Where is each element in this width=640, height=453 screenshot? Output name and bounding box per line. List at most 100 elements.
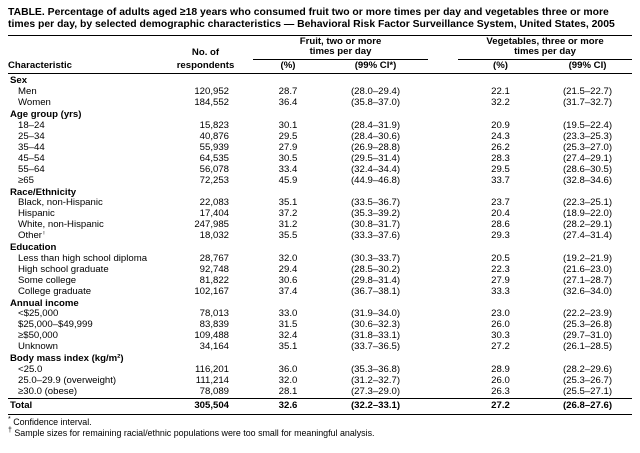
row-label: 55–64 <box>18 164 45 175</box>
header-column-row: Characteristic respondents (%) (99% CI*)… <box>8 59 633 75</box>
veg-ci-cell: (27.4–29.1) <box>562 153 613 164</box>
header-group-row: Fruit, two or more Vegetables, three or … <box>8 37 632 48</box>
row-label: $25,000–$49,999 <box>18 320 93 331</box>
veg-pct-cell: 26.0 <box>491 320 510 331</box>
respondents-cell: 120,952 <box>194 87 229 98</box>
fruit-ci-cell: (28.4–31.9) <box>350 121 401 132</box>
fruit-pct-cell: 35.1 <box>278 342 298 353</box>
fruit-ci-cell: (33.7–36.5) <box>350 342 401 353</box>
fruit-ci-cell: (28.4–30.6) <box>350 131 401 142</box>
veg-pct-cell: 26.2 <box>491 142 510 153</box>
veg-pct-cell: 28.3 <box>491 153 510 164</box>
veg-ci-cell: (29.7–31.0) <box>562 331 613 342</box>
veg-pct-cell: 20.4 <box>491 209 510 220</box>
fruit-pct-cell: 45.9 <box>278 175 298 186</box>
fruit-ci-cell: (29.8–31.4) <box>350 275 401 286</box>
veg-pct-cell: 23.0 <box>491 309 510 320</box>
fruit-ci-cell: (35.3–36.8) <box>350 365 401 375</box>
section-header-row: Sex <box>8 74 632 87</box>
row-label: 18–24 <box>18 121 45 132</box>
veg-pct-cell: 27.9 <box>491 275 510 286</box>
veg-pct-cell: 32.2 <box>491 98 510 109</box>
veg-pct-cell: 26.3 <box>491 386 510 397</box>
total-respondents: 305,504 <box>158 397 253 415</box>
table-row: 55–64 56,078 33.4 (32.4–34.4) 29.5 (28.6–30.5… <box>8 165 632 176</box>
spacer-cell <box>428 387 458 398</box>
spacer-cell <box>428 365 458 376</box>
footnote-text: Confidence interval. <box>10 416 92 427</box>
footnote-sample-size: † Sample sizes for remaining racial/ethn… <box>8 427 632 440</box>
veg-pct-cell: 30.3 <box>491 331 510 342</box>
fruit-pct-cell: 31.5 <box>278 320 298 331</box>
spacer-cell <box>428 309 458 320</box>
table-row: Some college 81,822 30.6 (29.8–31.4) 27.9 (27… <box>8 276 632 287</box>
table-row: ≥30.0 (obese) 78,089 28.1 (27.3–29.0) 26.3 (2… <box>8 387 632 398</box>
row-label: <$25,000 <box>18 309 59 320</box>
spacer-cell <box>428 276 458 287</box>
fruit-ci-cell: (30.8–31.7) <box>350 220 401 231</box>
respondents-header-line1: No. of <box>191 47 220 59</box>
respondents-cell: 56,078 <box>199 164 229 175</box>
spacer-cell <box>428 87 458 98</box>
veg-ci-cell: (28.6–30.5) <box>562 164 613 175</box>
veg-ci-cell: (26.1–28.5) <box>562 342 613 353</box>
spacer-cell <box>428 98 458 109</box>
row-label: 25.0–29.9 (overweight) <box>18 375 117 386</box>
fruit-pct-cell: 37.2 <box>278 209 298 220</box>
section-header-row: Annual income <box>8 298 632 310</box>
fruit-ci-cell: (35.3–39.2) <box>350 209 401 220</box>
row-label: College graduate <box>18 286 92 297</box>
table-row: Men 120,952 28.7 (28.0–29.4) 22.1 (21.5–22.7) <box>8 87 632 98</box>
respondents-cell: 111,214 <box>195 375 229 386</box>
section-header-row: Body mass index (kg/m²) <box>8 353 632 365</box>
veg-pct-cell: 28.6 <box>491 220 510 231</box>
spacer-cell <box>428 154 458 165</box>
table-footer: Total 305,504 32.6 (32.2–33.1) 27.2 (26.… <box>8 397 633 415</box>
veg-pct-cell: 20.9 <box>491 121 510 132</box>
row-label: Unknown <box>18 342 58 353</box>
section-header-row: Education <box>8 242 632 254</box>
fruit-pct-cell: 35.1 <box>278 198 298 209</box>
header-spacer <box>428 37 458 48</box>
row-label: Other† <box>8 231 158 242</box>
spacer-cell <box>428 265 458 276</box>
section-header: Education <box>10 242 57 254</box>
veg-pct-cell: 26.0 <box>491 375 510 386</box>
total-label: Total <box>8 397 158 415</box>
spacer-cell <box>428 397 459 415</box>
fruit-ci-cell: (30.3–33.7) <box>350 253 401 264</box>
table-row: 18–24 15,823 30.1 (28.4–31.9) 20.9 (19.5–22.4… <box>8 121 632 132</box>
total-veg-pct: 27.2 <box>458 397 544 415</box>
fruit-pct-cell: 29.5 <box>278 131 298 142</box>
fruit-pct-cell: 30.1 <box>278 121 298 132</box>
respondents-cell: 40,876 <box>199 131 229 142</box>
respondents-cell: 17,404 <box>199 209 229 220</box>
row-label: 35–44 <box>18 142 45 153</box>
spacer-cell <box>428 342 458 353</box>
spacer-cell <box>428 254 458 265</box>
table-row: 45–54 64,535 30.5 (29.5–31.4) 28.3 (27.4–29.1… <box>8 154 632 165</box>
fruit-pct-cell: 31.2 <box>278 220 298 231</box>
footnote-mark: * <box>8 415 11 423</box>
fruit-group-header-line1: Fruit, two or more <box>299 36 382 47</box>
table-row: $25,000–$49,999 83,839 31.5 (30.6–32.3) 26.0… <box>8 320 632 331</box>
fruit-pct-cell: 28.1 <box>278 386 298 397</box>
fruit-ci-cell: (44.9–46.8) <box>350 175 401 186</box>
fruit-pct-cell: 37.4 <box>278 286 298 297</box>
respondents-cell: 55,939 <box>199 142 229 153</box>
total-veg-ci: (26.8–27.6) <box>543 397 633 415</box>
spacer-cell <box>428 143 458 154</box>
section-header: Race/Ethnicity <box>10 186 77 198</box>
veg-ci-cell: (25.5–27.1) <box>562 386 613 397</box>
table-row: 35–44 55,939 27.9 (26.9–28.8) 26.2 (25.3–27.0… <box>8 143 632 154</box>
fruit-pct-cell: 32.0 <box>278 253 298 264</box>
respondents-cell: 83,839 <box>199 320 229 331</box>
spacer-cell <box>428 331 458 342</box>
section-header-row: Age group (yrs) <box>8 109 632 121</box>
veg-group-header-line2: times per day <box>458 47 633 60</box>
row-label: ≥65 <box>18 175 34 186</box>
veg-ci-cell: (28.2–29.6) <box>562 365 613 375</box>
veg-ci-cell: (18.9–22.0) <box>562 209 613 220</box>
veg-pct-cell: 28.9 <box>491 365 510 375</box>
